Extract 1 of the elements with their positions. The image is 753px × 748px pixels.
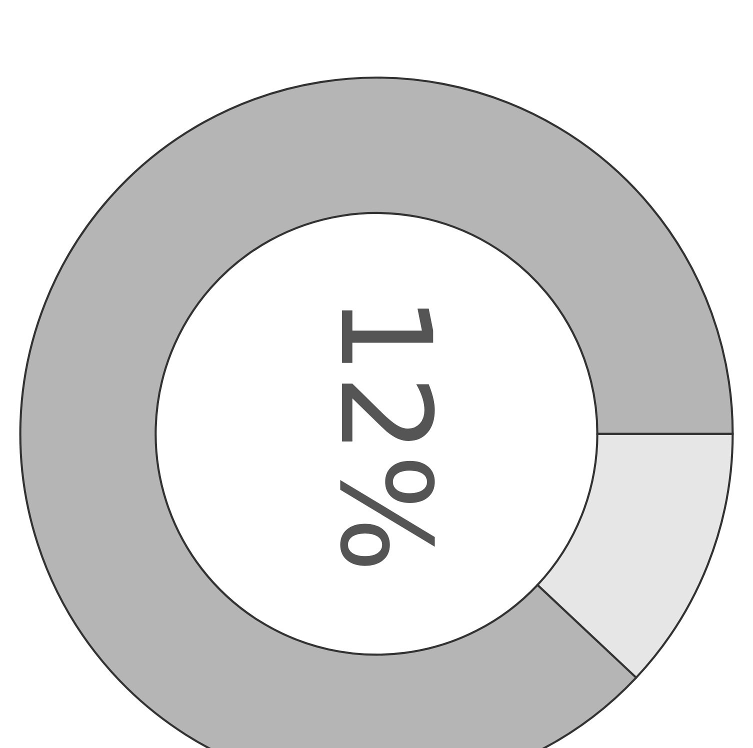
text: 12% xyxy=(340,308,435,566)
